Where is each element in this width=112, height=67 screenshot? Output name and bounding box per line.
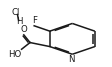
Text: Cl: Cl xyxy=(11,8,19,17)
Text: N: N xyxy=(68,55,74,64)
Text: HO: HO xyxy=(8,50,21,59)
Text: F: F xyxy=(31,16,36,25)
Text: O: O xyxy=(20,25,27,34)
Text: H: H xyxy=(16,17,23,26)
